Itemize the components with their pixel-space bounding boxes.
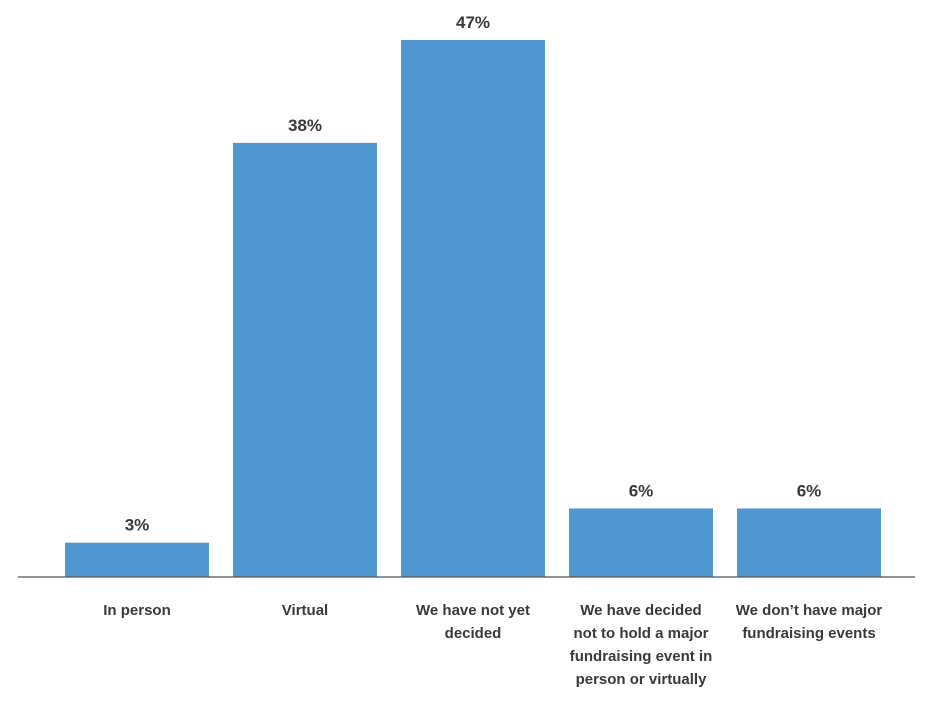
bar-1	[233, 142, 377, 578]
bar-4	[737, 508, 881, 577]
bar-3	[569, 508, 713, 577]
category-label-4-line-1: fundraising events	[742, 625, 875, 642]
bars-group	[65, 40, 881, 578]
category-label-3-line-0: We have decided	[580, 602, 701, 619]
category-label-4-line-0: We don’t have major	[736, 602, 883, 619]
value-label-4: 6%	[797, 481, 822, 500]
category-label-3-line-1: not to hold a major	[574, 625, 709, 642]
category-label-3-line-2: fundraising event in	[570, 648, 713, 665]
bar-0	[65, 542, 209, 577]
value-label-3: 6%	[629, 481, 654, 500]
bar-2	[401, 40, 545, 577]
value-label-0: 3%	[125, 516, 150, 535]
value-label-1: 38%	[288, 116, 322, 135]
category-label-1-line-0: Virtual	[282, 602, 328, 619]
value-label-2: 47%	[456, 13, 490, 32]
category-label-0-line-0: In person	[103, 602, 171, 619]
value-labels-group: 3% 38% 47% 6% 6%	[125, 13, 822, 535]
category-label-3-line-3: person or virtually	[576, 671, 708, 688]
category-labels-group: In person Virtual We have not yet decided We…	[103, 602, 882, 688]
category-label-2-line-0: We have not yet	[416, 602, 530, 619]
category-label-2-line-1: decided	[445, 625, 502, 642]
